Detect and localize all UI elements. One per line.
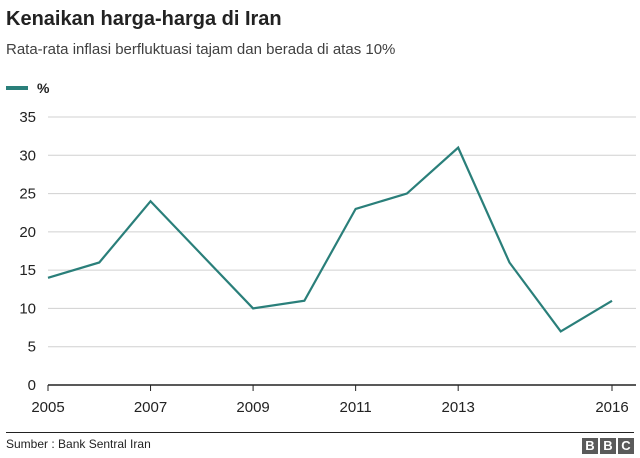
bbc-logo-letter: B xyxy=(600,438,616,454)
x-tick-label: 2011 xyxy=(340,399,372,416)
axes: 0 5 10 15 20 25 30 35 2005 2007 2009 2011 2013 2016 xyxy=(19,109,636,416)
y-tick-label: 25 xyxy=(19,186,36,203)
legend-swatch xyxy=(6,86,28,90)
x-tick-label: 2009 xyxy=(236,399,269,416)
y-tick-label: 0 xyxy=(28,377,36,394)
series-layer xyxy=(47,145,613,333)
bbc-logo-letter: B xyxy=(582,438,598,454)
y-tick-label: 20 xyxy=(19,224,36,241)
x-tick-label: 2013 xyxy=(441,399,474,416)
x-tick-label: 2016 xyxy=(595,399,628,416)
x-tick-label: 2007 xyxy=(134,399,167,416)
footer-divider xyxy=(6,432,634,433)
bbc-logo-letter: C xyxy=(618,438,634,454)
chart-title: Kenaikan harga-harga di Iran xyxy=(6,8,282,30)
chart-subtitle: Rata-rata inflasi berfluktuasi tajam dan… xyxy=(6,41,396,58)
y-tick-label: 5 xyxy=(28,339,36,356)
series-line xyxy=(47,145,613,333)
legend: % xyxy=(6,80,49,96)
y-tick-label: 15 xyxy=(19,262,36,279)
y-tick-label: 35 xyxy=(19,109,36,126)
y-tick-label: 30 xyxy=(19,147,36,164)
grid-lines xyxy=(48,116,636,348)
line-chart: 0 5 10 15 20 25 30 35 2005 2007 2009 2011 2013 2016 xyxy=(19,109,636,416)
bbc-logo: B B C xyxy=(582,438,634,454)
legend-label: % xyxy=(37,80,50,96)
source-note: Sumber : Bank Sentral Iran xyxy=(6,437,151,451)
x-tick-label: 2005 xyxy=(31,399,64,416)
y-tick-label: 10 xyxy=(19,300,36,317)
